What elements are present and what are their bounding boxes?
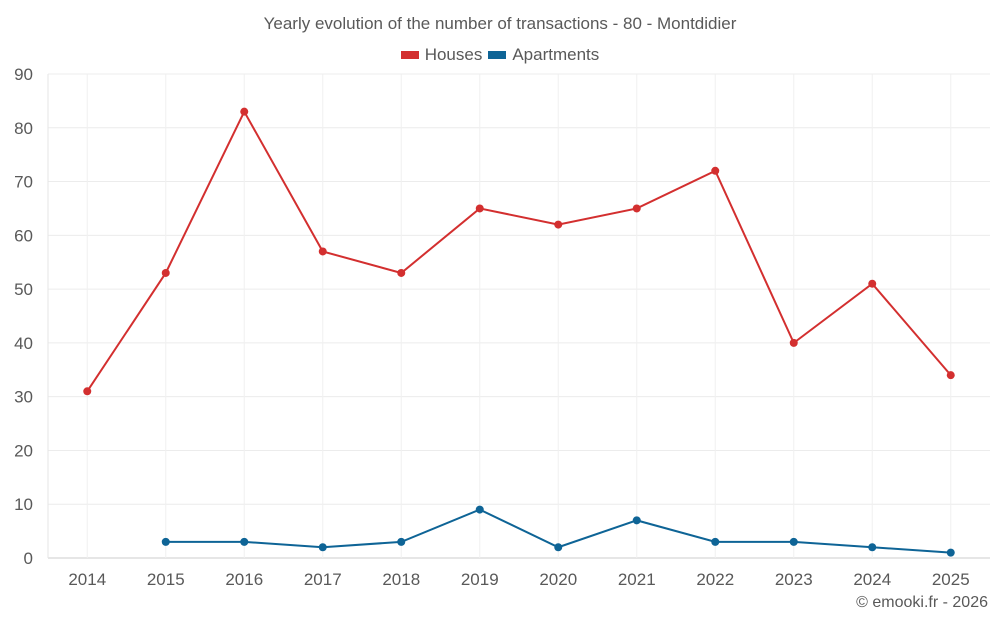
x-tick-label-2021: 2021	[618, 570, 656, 589]
data-point-apartments-2017	[318, 543, 327, 552]
y-tick-label-90: 90	[14, 65, 33, 84]
series-line-houses	[86, 109, 952, 392]
data-point-apartments-2023	[789, 537, 798, 546]
x-tick-label-2020: 2020	[539, 570, 577, 589]
x-tick-label-2014: 2014	[68, 570, 106, 589]
data-point-houses-2025	[946, 371, 955, 380]
legend-label-houses: Houses	[424, 45, 483, 64]
data-point-houses-2016	[240, 107, 249, 116]
data-point-houses-2022	[711, 166, 720, 175]
axis-layer: 0 10 20 30 40 50 60 70 80 90 2014 2015 2016 2017 2018 2…	[14, 65, 970, 589]
data-point-apartments-2019	[475, 505, 484, 514]
data-point-houses-2023	[789, 338, 798, 347]
legend-swatch-apartments	[488, 51, 507, 59]
y-tick-label-50: 50	[14, 280, 33, 299]
grid-layer	[47, 73, 990, 559]
data-point-apartments-2020	[554, 543, 563, 552]
y-tick-label-30: 30	[14, 388, 33, 407]
y-tick-label-10: 10	[14, 495, 33, 514]
data-point-apartments-2022	[711, 537, 720, 546]
x-tick-label-2015: 2015	[147, 570, 185, 589]
data-point-houses-2020	[554, 220, 563, 229]
x-tick-label-2017: 2017	[304, 570, 342, 589]
data-point-houses-2014	[83, 387, 92, 396]
x-tick-label-2024: 2024	[853, 570, 891, 589]
y-tick-label-40: 40	[14, 334, 33, 353]
y-tick-label-0: 0	[24, 549, 33, 568]
y-tick-label-20: 20	[14, 441, 33, 460]
x-tick-label-2025: 2025	[932, 570, 970, 589]
data-point-houses-2015	[161, 268, 170, 277]
x-tick-label-2019: 2019	[461, 570, 499, 589]
data-point-houses-2018	[397, 268, 406, 277]
data-point-apartments-2015	[161, 537, 170, 546]
legend-item-apartments[interactable]: Apartments	[488, 45, 599, 65]
y-tick-label-70: 70	[14, 173, 33, 192]
data-point-houses-2019	[475, 204, 484, 213]
data-point-apartments-2016	[240, 537, 249, 546]
y-tick-label-60: 60	[14, 226, 33, 245]
data-point-houses-2024	[868, 279, 877, 288]
x-tick-label-2018: 2018	[382, 570, 420, 589]
x-tick-label-2022: 2022	[696, 570, 734, 589]
x-tick-label-2016: 2016	[225, 570, 263, 589]
data-point-apartments-2025	[946, 548, 955, 557]
legend-swatch-houses	[400, 51, 419, 59]
y-tick-label-80: 80	[14, 119, 33, 138]
x-tick-label-2023: 2023	[775, 570, 813, 589]
series-layer	[83, 107, 955, 557]
data-point-houses-2017	[318, 247, 327, 256]
data-point-apartments-2024	[868, 543, 877, 552]
chart-title: Yearly evolution of the number of transa…	[263, 14, 737, 33]
legend: Houses Apartments	[0, 45, 1000, 65]
legend-label-apartments: Apartments	[512, 45, 600, 64]
data-point-apartments-2018	[397, 537, 406, 546]
data-point-houses-2021	[632, 204, 641, 213]
legend-item-houses[interactable]: Houses	[400, 45, 483, 65]
data-point-apartments-2021	[632, 516, 641, 525]
credit-text: © emooki.fr - 2026	[856, 594, 988, 611]
